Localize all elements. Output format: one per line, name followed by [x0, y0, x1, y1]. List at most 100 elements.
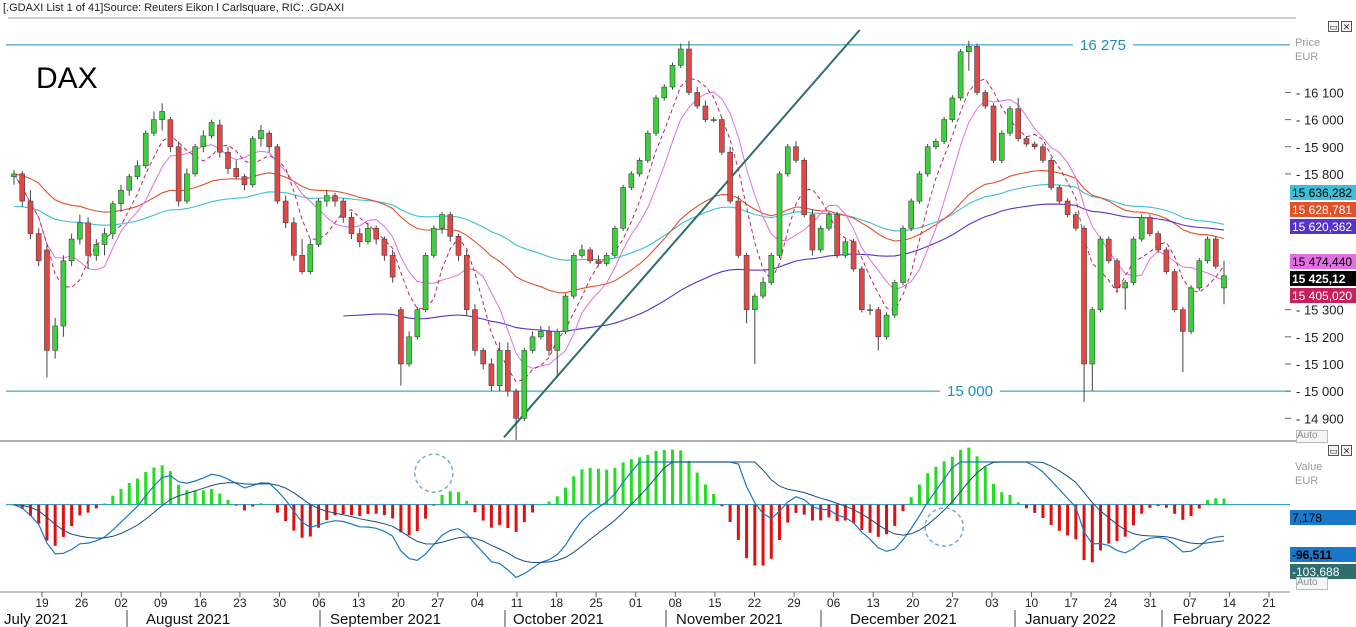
candle-body-132 — [1097, 238, 1104, 310]
macd-hist-bar-126 — [1049, 504, 1053, 525]
restore-icon[interactable]: ▭ — [1328, 21, 1339, 32]
macd-hist-bar-128 — [1066, 504, 1070, 536]
candle-body-64 — [538, 331, 544, 338]
candle-body-72 — [603, 255, 610, 264]
candle-body-122 — [1015, 108, 1022, 139]
price-label-1: 15 628,781 — [1292, 203, 1352, 217]
price-auto-button[interactable]: Auto — [1296, 430, 1328, 443]
candle-body-39 — [332, 195, 338, 202]
macd-hist-bar-90 — [753, 504, 757, 566]
macd-hist-bar-99 — [827, 504, 831, 518]
candle-body-146 — [1212, 238, 1219, 267]
candle-body-128 — [1064, 200, 1071, 215]
candle-body-95 — [793, 146, 799, 161]
day-tick-28: 31 — [1144, 596, 1158, 610]
price-label-bg-5 — [1290, 288, 1356, 303]
macd-hist-bar-123 — [1024, 504, 1028, 509]
candle-body-16 — [142, 132, 149, 167]
axes: - 16 100 - 16 000 - 15 900 - 15 800 - 15 300… — [4, 85, 1344, 627]
price-label-4: 15 425,12 — [1292, 272, 1346, 286]
candle-body-92 — [768, 255, 775, 283]
indicator-label-1: -96,511 — [1292, 548, 1332, 562]
candle-body-38 — [323, 195, 330, 202]
candle-body-53 — [447, 214, 454, 237]
candle-body-116 — [966, 45, 972, 53]
ma-dashed — [13, 77, 1225, 383]
macd-hist-bar-142 — [1181, 504, 1185, 520]
macd-hist-bar-29 — [251, 504, 255, 507]
day-tick-15: 01 — [629, 596, 643, 610]
macd-hist-bar-138 — [1148, 504, 1152, 508]
candle-body-11 — [101, 233, 108, 245]
day-tick-31: 21 — [1262, 596, 1276, 610]
close-icon[interactable]: ✕ — [1341, 21, 1352, 32]
indicator-restore-icon[interactable]: ▭ — [1328, 445, 1339, 456]
macd-hist-bar-79 — [662, 450, 666, 505]
macd-hist-bar-11 — [103, 503, 107, 505]
candle-body-143 — [1188, 287, 1194, 332]
day-tick-9: 20 — [392, 596, 406, 610]
hline-label-0: 16 275 — [1080, 37, 1126, 54]
hline-label-1: 15 000 — [947, 383, 993, 400]
day-tick-11: 04 — [471, 596, 485, 610]
candle-body-124 — [1031, 143, 1038, 148]
macd-hist-bar-96 — [802, 504, 806, 515]
candle-body-8 — [77, 222, 83, 240]
candle-body-32 — [274, 146, 281, 202]
macd-hist-bar-117 — [975, 456, 979, 505]
macd-hist-bar-101 — [843, 504, 847, 521]
price-label-bg-1 — [1290, 202, 1356, 217]
macd-hist-bar-144 — [1197, 504, 1201, 509]
candle-body-44 — [373, 227, 379, 240]
candle-body-5 — [52, 325, 58, 351]
macd-hist-bar-63 — [531, 504, 535, 513]
candle-body-35 — [299, 255, 305, 272]
candle-body-81 — [677, 48, 684, 66]
candle-body-28 — [241, 176, 248, 186]
candle-body-135 — [1122, 282, 1129, 289]
macd-hist-bar-109 — [909, 497, 913, 505]
candle-body-117 — [974, 45, 980, 93]
ma-red — [13, 169, 1225, 294]
macd-hist-bar-88 — [736, 504, 740, 540]
macd-hist-bar-34 — [292, 504, 296, 531]
macd-hist-bar-140 — [1164, 504, 1168, 508]
price-tick-0: - 16 100 — [1296, 85, 1344, 100]
price-label-bg-2 — [1290, 219, 1356, 234]
candle-body-52 — [439, 214, 445, 229]
day-tick-4: 16 — [194, 596, 208, 610]
macd-indicator — [6, 447, 1290, 579]
indicator-auto-button[interactable]: Auto — [1296, 577, 1328, 590]
candle-body-88 — [735, 200, 742, 256]
candle-body-9 — [85, 222, 91, 256]
macd-hist-bar-51 — [432, 504, 436, 506]
day-tick-22: 20 — [906, 596, 920, 610]
macd-hist-bar-21 — [185, 490, 189, 505]
day-tick-30: 14 — [1223, 596, 1237, 610]
indicator-axis-caption-line1: Value — [1295, 461, 1323, 473]
candle-body-133 — [1105, 238, 1112, 262]
candle-body-66 — [554, 331, 561, 351]
day-tick-6: 30 — [273, 596, 287, 610]
candle-body-3 — [35, 233, 42, 262]
candle-body-60 — [505, 350, 511, 392]
price-tick-1: - 16 000 — [1296, 113, 1344, 128]
macd-hist-bar-111 — [926, 473, 930, 505]
candle-body-34 — [291, 222, 297, 256]
indicator-close-icon[interactable]: ✕ — [1341, 445, 1352, 456]
moving-averages — [13, 77, 1225, 383]
candle-body-131 — [1089, 309, 1096, 365]
macd-hist-bar-68 — [572, 476, 576, 505]
candle-body-97 — [809, 214, 816, 251]
macd-hist-bar-49 — [415, 504, 419, 532]
macd-hist-bar-54 — [456, 492, 460, 505]
candle-body-134 — [1114, 260, 1120, 289]
chart-title: DAX — [36, 62, 98, 95]
candle-body-48 — [406, 336, 412, 365]
day-tick-5: 23 — [233, 596, 247, 610]
hline-label-bg-0 — [1073, 36, 1133, 53]
macd-hist-bar-94 — [786, 504, 790, 523]
price-tick-4: - 15 300 — [1296, 303, 1344, 318]
macd-hist-bar-2 — [28, 504, 32, 516]
